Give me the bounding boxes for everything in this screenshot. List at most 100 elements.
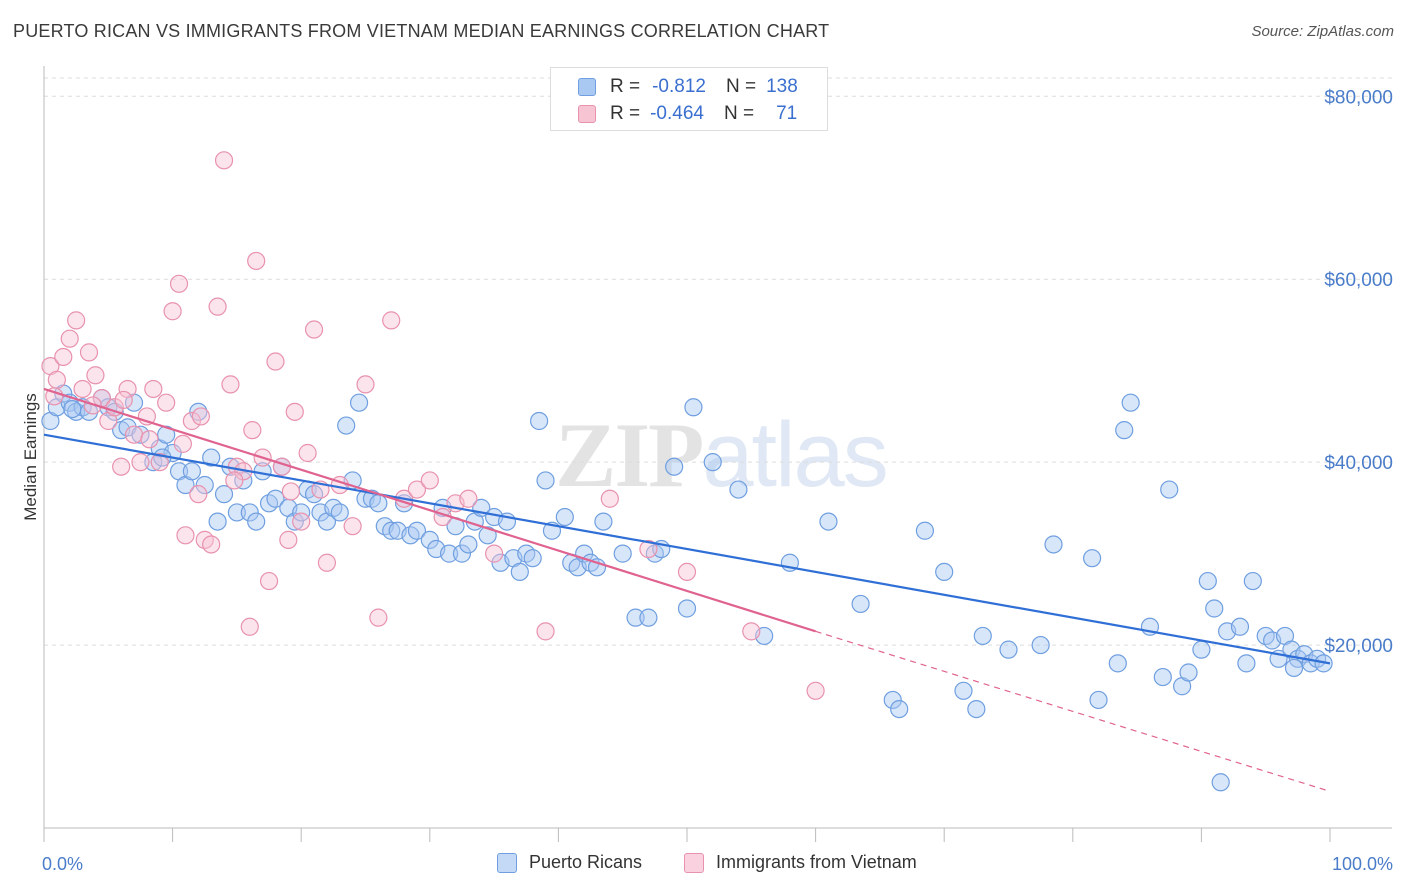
point-puerto-rican <box>677 599 697 618</box>
point-vietnam <box>214 151 234 170</box>
point-vietnam <box>225 471 244 490</box>
point-puerto-rican <box>1044 535 1063 554</box>
point-vietnam <box>382 311 401 330</box>
point-vietnam <box>124 425 144 444</box>
point-vietnam <box>279 530 298 549</box>
point-puerto-rican <box>626 608 645 627</box>
point-puerto-rican <box>131 425 150 444</box>
point-vietnam <box>407 480 427 499</box>
point-puerto-rican <box>890 699 909 719</box>
point-vietnam <box>150 453 169 472</box>
point-vietnam <box>73 379 92 399</box>
point-vietnam <box>47 370 66 389</box>
point-puerto-rican <box>594 512 613 531</box>
point-puerto-rican <box>382 521 401 540</box>
series-legend: Puerto Ricans Immigrants from Vietnam <box>0 852 1406 878</box>
legend-label: Immigrants from Vietnam <box>716 852 917 872</box>
point-puerto-rican <box>1160 480 1179 499</box>
point-vietnam <box>191 407 210 426</box>
point-puerto-rican <box>530 411 549 431</box>
point-puerto-rican <box>208 512 227 531</box>
point-vietnam <box>163 302 182 321</box>
point-vietnam <box>266 352 285 371</box>
point-puerto-rican <box>1121 393 1140 412</box>
point-vietnam <box>600 489 619 508</box>
point-puerto-rican <box>478 526 497 545</box>
point-vietnam <box>459 489 478 508</box>
point-puerto-rican <box>63 399 82 419</box>
point-vietnam <box>806 681 825 700</box>
y-tick-label: $60,000 <box>1324 270 1393 291</box>
point-vietnam <box>343 517 362 536</box>
point-puerto-rican <box>935 562 954 582</box>
point-puerto-rican <box>967 699 986 719</box>
point-puerto-rican <box>420 530 439 549</box>
point-puerto-rican <box>729 480 748 499</box>
n-value: 71 <box>776 103 798 124</box>
point-vietnam <box>369 608 388 627</box>
data-points <box>41 151 1333 792</box>
point-puerto-rican <box>1115 421 1134 440</box>
point-puerto-rican <box>703 453 722 472</box>
point-vietnam <box>176 526 195 545</box>
point-vietnam <box>86 366 105 385</box>
point-puerto-rican <box>973 626 992 646</box>
point-vietnam <box>298 443 317 463</box>
point-puerto-rican <box>954 681 973 700</box>
point-puerto-rican <box>330 503 349 522</box>
r-value: -0.812 <box>652 76 706 97</box>
point-vietnam <box>169 274 189 293</box>
point-puerto-rican <box>292 503 311 522</box>
point-vietnam <box>140 430 159 449</box>
watermark-zip: ZIP <box>555 404 704 506</box>
point-vietnam <box>208 297 227 316</box>
point-puerto-rican <box>1243 571 1262 591</box>
axis-labels: $20,000 $40,000 $60,000 $80,000 0.0% 100.0% Me… <box>21 87 1393 874</box>
y-tick-label: $80,000 <box>1324 87 1393 108</box>
point-puerto-rican <box>182 462 201 481</box>
r-value: -0.464 <box>650 103 704 124</box>
point-puerto-rican <box>1192 640 1211 659</box>
point-vietnam <box>54 347 73 367</box>
y-tick-label: $40,000 <box>1324 453 1393 474</box>
point-puerto-rican <box>195 475 214 495</box>
point-puerto-rican <box>1089 690 1108 710</box>
point-puerto-rican <box>883 690 902 710</box>
point-vietnam <box>182 411 201 431</box>
stats-legend: R = -0.812 N = 138 R = -0.464 N = 71 <box>550 67 828 131</box>
x-tick-label: 0.0% <box>42 854 83 874</box>
trend-line-vietnam-extension <box>815 630 1331 792</box>
point-vietnam <box>247 251 266 271</box>
y-axis-title: Median Earnings <box>21 393 40 521</box>
point-vietnam <box>356 375 375 394</box>
trend-lines <box>43 387 1331 792</box>
point-puerto-rican <box>851 594 870 614</box>
legend-item-puerto-ricans[interactable]: Puerto Ricans <box>497 852 642 873</box>
point-vietnam <box>243 421 262 440</box>
watermark-atlas: atlas <box>702 404 888 506</box>
point-vietnam <box>639 539 658 559</box>
point-vietnam <box>67 311 86 330</box>
point-puerto-rican <box>613 544 632 563</box>
point-vietnam <box>304 320 324 339</box>
point-puerto-rican <box>349 393 369 412</box>
point-vietnam <box>144 379 163 399</box>
x-tick-label: 100.0% <box>1332 854 1393 874</box>
point-vietnam <box>114 390 133 410</box>
legend-swatch-blue <box>578 78 596 96</box>
point-puerto-rican <box>369 494 388 513</box>
point-vietnam <box>285 402 304 421</box>
point-puerto-rican <box>247 512 266 531</box>
source-label: Source: ZipAtlas.com <box>1251 23 1394 40</box>
point-puerto-rican <box>240 503 259 522</box>
point-vietnam <box>131 453 150 472</box>
r-label: R = <box>610 76 641 97</box>
point-puerto-rican <box>819 512 838 531</box>
point-puerto-rican <box>555 507 574 527</box>
point-vietnam <box>173 434 192 453</box>
point-vietnam <box>221 375 240 394</box>
point-puerto-rican <box>1082 549 1102 568</box>
point-puerto-rican <box>1153 667 1172 687</box>
legend-item-vietnam[interactable]: Immigrants from Vietnam <box>684 852 917 873</box>
